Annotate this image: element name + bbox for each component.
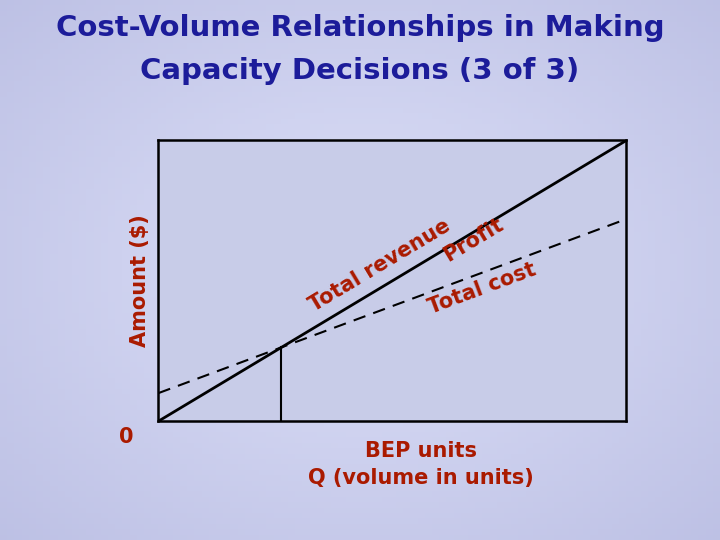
Text: Q (volume in units): Q (volume in units) <box>308 468 534 488</box>
Text: Profit: Profit <box>439 214 507 265</box>
Text: Capacity Decisions (3 of 3): Capacity Decisions (3 of 3) <box>140 57 580 85</box>
Text: Total revenue: Total revenue <box>305 216 454 315</box>
Text: BEP units: BEP units <box>365 441 477 461</box>
Text: Cost-Volume Relationships in Making: Cost-Volume Relationships in Making <box>55 14 665 42</box>
Y-axis label: Amount ($): Amount ($) <box>130 214 150 347</box>
Text: 0: 0 <box>119 427 133 448</box>
Text: Total cost: Total cost <box>425 259 539 318</box>
